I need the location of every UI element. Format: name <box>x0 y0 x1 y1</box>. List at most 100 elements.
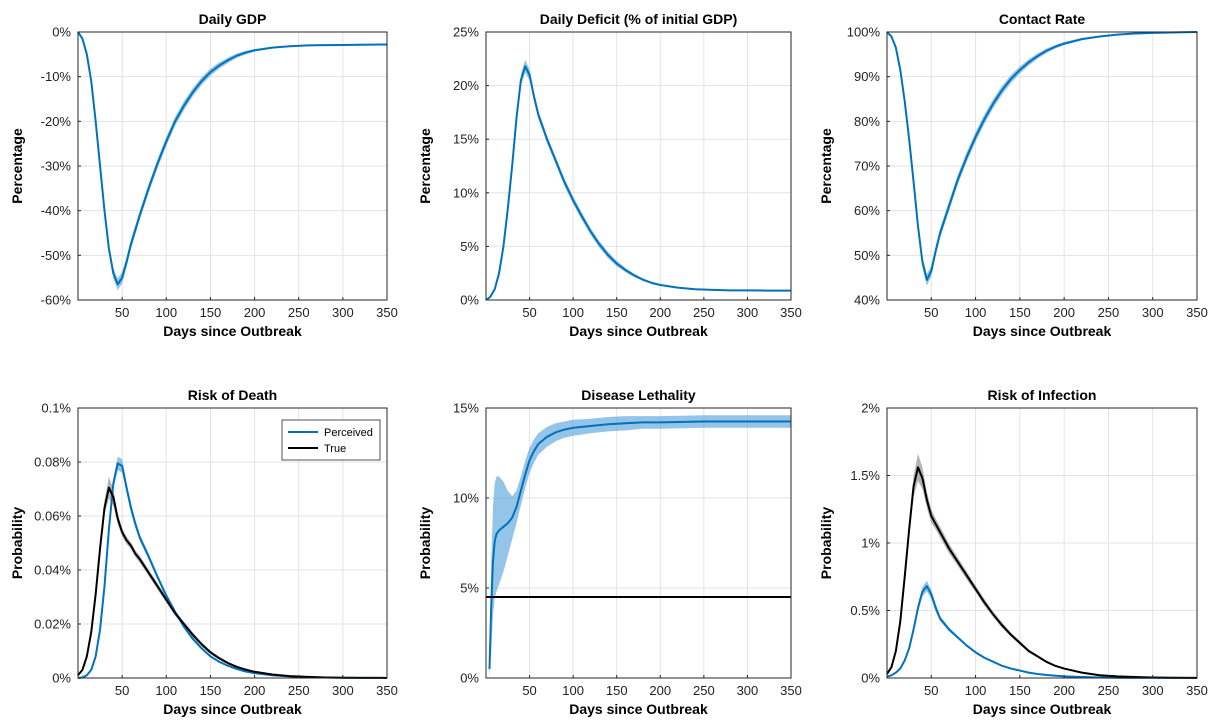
x-tick-label: 250 <box>1098 683 1120 698</box>
y-tick-label: 0% <box>52 25 71 40</box>
series-1-band <box>489 415 791 678</box>
series-1-band <box>887 31 1197 286</box>
y-tick-label: 5% <box>460 239 479 254</box>
x-tick-label: 350 <box>376 305 398 320</box>
y-axis-label: Probability <box>9 507 25 580</box>
y-tick-label: 90% <box>854 69 880 84</box>
y-tick-label: 0% <box>861 671 880 686</box>
x-tick-label: 200 <box>1053 683 1075 698</box>
y-tick-label: -50% <box>41 248 72 263</box>
y-tick-label: 0.06% <box>34 509 71 524</box>
x-tick-label: 50 <box>924 683 938 698</box>
x-tick-label: 300 <box>1142 305 1164 320</box>
y-tick-label: 50% <box>854 248 880 263</box>
y-tick-label: 15% <box>453 132 479 147</box>
series-2-line <box>77 486 388 679</box>
y-tick-label: 15% <box>453 401 479 416</box>
series-1-line <box>77 31 388 286</box>
chart-title: Contact Rate <box>999 11 1086 27</box>
x-tick-label: 50 <box>115 683 129 698</box>
series-2-band <box>887 453 1197 678</box>
x-tick-label: 100 <box>965 683 987 698</box>
y-tick-label: 0% <box>460 293 479 308</box>
chart-panel-3: 50 100 150 200 250 300 350 40% 50% 60% 70% 80% 90% 10… <box>818 11 1208 339</box>
x-tick-label: 350 <box>1186 305 1208 320</box>
x-tick-label: 250 <box>693 683 715 698</box>
y-tick-label: 5% <box>460 581 479 596</box>
x-tick-label: 350 <box>780 683 802 698</box>
y-tick-label: 0% <box>460 671 479 686</box>
x-axis-label: Days since Outbreak <box>973 701 1112 717</box>
series-2-band <box>78 476 387 678</box>
x-tick-label: 200 <box>244 305 266 320</box>
legend-label: True <box>324 443 346 455</box>
chart-title: Daily GDP <box>199 11 267 27</box>
chart-title: Risk of Death <box>188 387 277 403</box>
x-tick-label: 350 <box>376 683 398 698</box>
x-tick-label: 150 <box>606 683 628 698</box>
x-tick-label: 150 <box>200 683 222 698</box>
chart-panel-6: 50 100 150 200 250 300 350 0% 0.5% 1% 1.5% 2% Risk o… <box>818 387 1208 717</box>
y-tick-label: 40% <box>854 293 880 308</box>
y-tick-label: 0% <box>52 671 71 686</box>
x-axis-label: Days since Outbreak <box>163 701 302 717</box>
x-tick-label: 250 <box>693 305 715 320</box>
y-tick-label: -10% <box>41 69 72 84</box>
y-tick-label: 0.02% <box>34 617 71 632</box>
x-tick-label: 150 <box>1009 305 1031 320</box>
x-tick-label: 100 <box>965 305 987 320</box>
x-axis-label: Days since Outbreak <box>973 323 1112 339</box>
series-1-band <box>78 456 387 678</box>
chart-title: Daily Deficit (% of initial GDP) <box>540 11 738 27</box>
series-1-line <box>488 420 791 670</box>
y-axis-label: Probability <box>417 507 433 580</box>
x-tick-label: 300 <box>332 683 354 698</box>
series-1-band <box>78 32 387 291</box>
y-axis-label: Probability <box>818 507 834 580</box>
y-tick-label: 100% <box>847 25 881 40</box>
y-tick-label: 80% <box>854 114 880 129</box>
x-tick-label: 200 <box>649 305 671 320</box>
x-tick-label: 200 <box>649 683 671 698</box>
y-tick-label: 60% <box>854 203 880 218</box>
x-tick-label: 150 <box>200 305 222 320</box>
chart-title: Risk of Infection <box>988 387 1097 403</box>
x-tick-label: 250 <box>1098 305 1120 320</box>
y-tick-label: 10% <box>453 491 479 506</box>
y-tick-label: 25% <box>453 25 479 40</box>
x-tick-label: 150 <box>1009 683 1031 698</box>
x-tick-label: 300 <box>1142 683 1164 698</box>
chart-panel-1: 50 100 150 200 250 300 350 -60% -50% -40% -30% -20%… <box>9 11 398 339</box>
y-tick-label: -60% <box>41 293 72 308</box>
y-tick-label: 20% <box>453 78 479 93</box>
x-tick-label: 150 <box>606 305 628 320</box>
x-tick-label: 50 <box>522 683 536 698</box>
chart-title: Disease Lethality <box>581 387 696 403</box>
series-1-line <box>77 462 388 679</box>
x-tick-label: 50 <box>115 305 129 320</box>
x-tick-label: 100 <box>562 305 584 320</box>
x-tick-label: 200 <box>244 683 266 698</box>
x-axis-label: Days since Outbreak <box>569 323 708 339</box>
legend: Perceived True <box>281 419 381 461</box>
x-tick-label: 300 <box>332 305 354 320</box>
x-tick-label: 350 <box>1186 683 1208 698</box>
x-tick-label: 50 <box>522 305 536 320</box>
y-tick-label: 2% <box>861 401 880 416</box>
x-tick-label: 300 <box>737 305 759 320</box>
y-tick-label: 0.1% <box>41 401 71 416</box>
series-1-line <box>886 31 1198 281</box>
x-tick-label: 50 <box>924 305 938 320</box>
chart-panel-4: 50 100 150 200 250 300 350 0% 0.02% 0.04% 0.06% 0.0… <box>9 387 398 717</box>
x-tick-label: 250 <box>288 683 310 698</box>
x-tick-label: 250 <box>288 305 310 320</box>
y-axis-label: Percentage <box>9 128 25 204</box>
series-1-line <box>485 65 791 301</box>
chart-panel-2: 50 100 150 200 250 300 350 0% 5% 10% 15% 20% 25% Dail… <box>417 11 802 339</box>
y-axis-label: Percentage <box>417 128 433 204</box>
plot-frame <box>485 31 792 301</box>
x-axis-label: Days since Outbreak <box>163 323 302 339</box>
y-tick-label: 0.08% <box>34 455 71 470</box>
series-1-band <box>887 580 1197 678</box>
x-tick-label: 100 <box>155 683 177 698</box>
